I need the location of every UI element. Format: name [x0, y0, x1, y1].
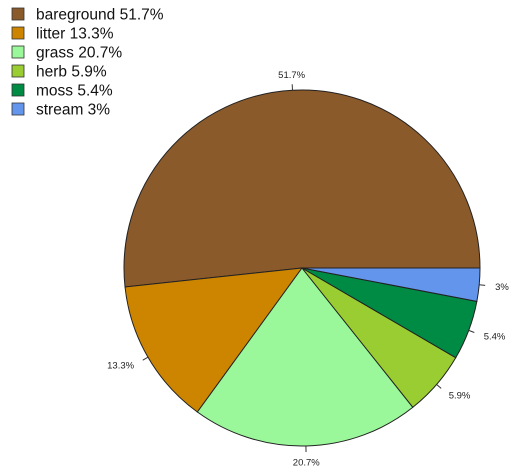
pie-data-label-bareground: 51.7% — [278, 70, 305, 81]
pie-data-label-stream: 3% — [495, 282, 509, 293]
pie-slice-stream — [301, 267, 481, 302]
pie-slices — [123, 89, 481, 447]
legend-label-herb: herb 5.9% — [36, 64, 107, 81]
pie-slice-bareground — [123, 89, 481, 288]
pie-tick-herb — [436, 384, 442, 389]
pie-tick-litter — [142, 356, 149, 361]
pie-data-label-litter: 13.3% — [107, 361, 134, 372]
legend-swatch-stream — [11, 102, 25, 116]
legend-label-bareground: bareground 51.7% — [36, 7, 164, 24]
pie-data-label-moss: 5.4% — [484, 332, 506, 343]
legend-label-moss: moss 5.4% — [36, 83, 113, 100]
legend-label-stream: stream 3% — [36, 102, 110, 119]
pie-tick-stream — [479, 284, 486, 286]
legend-swatch-herb — [11, 64, 25, 78]
pie-label-ticks — [142, 84, 486, 452]
legend-swatch-bareground — [11, 7, 25, 21]
pie-data-label-grass: 20.7% — [293, 457, 320, 468]
pie-data-labels: 51.7% 13.3% 20.7% 5.9% 5.4% 3% — [107, 70, 509, 469]
legend-swatch-litter — [11, 26, 25, 40]
legend-label-grass: grass 20.7% — [36, 45, 122, 62]
legend-swatch-grass — [11, 45, 25, 59]
legend: bareground 51.7% litter 13.3% grass 20.7% h… — [11, 7, 164, 119]
pie-slice-grass — [196, 267, 414, 447]
legend-label-litter: litter 13.3% — [36, 26, 114, 43]
pie-data-label-herb: 5.9% — [449, 390, 471, 401]
legend-swatch-moss — [11, 83, 25, 97]
pie-tick-moss — [468, 329, 475, 333]
